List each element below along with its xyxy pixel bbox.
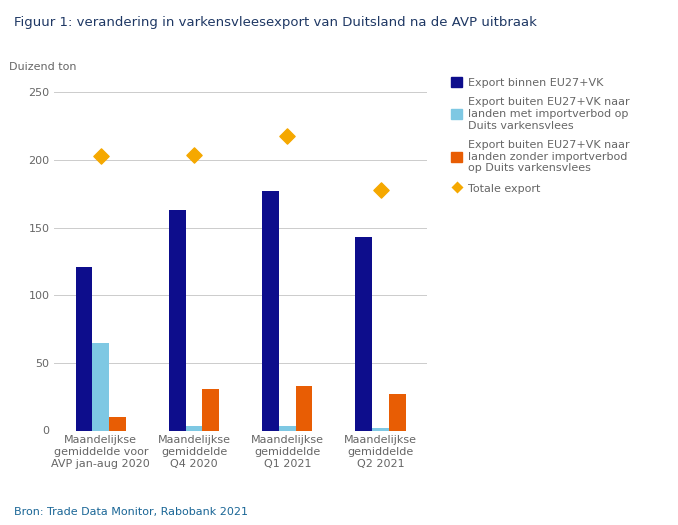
Text: Bron: Trade Data Monitor, Rabobank 2021: Bron: Trade Data Monitor, Rabobank 2021 [14, 507, 247, 517]
Legend: Export binnen EU27+VK, Export buiten EU27+VK naar
landen met importverbod op
Dui: Export binnen EU27+VK, Export buiten EU2… [452, 77, 630, 194]
Bar [279, 426, 296, 430]
Point [188, 150, 199, 159]
Point [96, 152, 106, 160]
Bar [109, 417, 126, 430]
Bar [262, 191, 279, 430]
Bar [355, 237, 372, 430]
Text: Duizend ton: Duizend ton [9, 62, 77, 72]
Bar [203, 388, 219, 430]
Bar [186, 426, 203, 430]
Bar [372, 428, 389, 430]
Bar [76, 267, 92, 430]
Point [282, 131, 293, 140]
Text: Figuur 1: verandering in varkensvleesexport van Duitsland na de AVP uitbraak: Figuur 1: verandering in varkensvleesexp… [14, 16, 536, 29]
Bar [389, 394, 405, 430]
Bar [92, 343, 109, 430]
Point [375, 185, 386, 194]
Bar [296, 386, 313, 430]
Bar [169, 210, 186, 430]
